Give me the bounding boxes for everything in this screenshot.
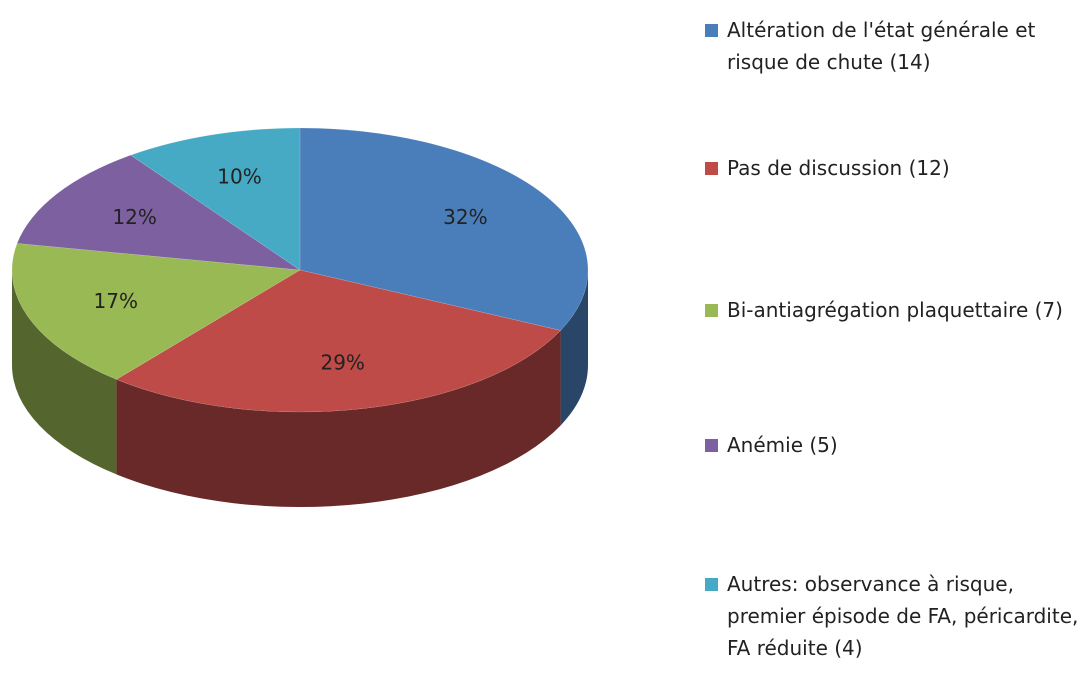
legend-label: Bi-antiagrégation plaquettaire (7): [727, 298, 1063, 322]
legend-swatch: [705, 439, 718, 452]
slice: [16, 154, 301, 271]
legend-swatch: [705, 304, 718, 317]
legend-item: Bi-antiagrégation plaquettaire (7): [705, 294, 1085, 326]
data-label: 12%: [112, 205, 156, 229]
slice-side: [116, 330, 561, 507]
legend-swatch: [705, 24, 718, 37]
slice: [299, 127, 589, 331]
slice-side: [11, 270, 117, 475]
legend-item: Altération de l'état générale et risque …: [705, 14, 1085, 78]
data-label: 29%: [320, 351, 364, 375]
data-label: 17%: [94, 289, 138, 313]
slice: [130, 127, 301, 271]
legend-label: Autres: observance à risque, premier épi…: [727, 572, 1079, 660]
legend-swatch: [705, 162, 718, 175]
legend-label: Pas de discussion (12): [727, 156, 950, 180]
legend-label: Altération de l'état générale et risque …: [727, 18, 1036, 74]
chart: 32% 29% 17% 12% 10%: [11, 127, 589, 507]
data-label: 10%: [217, 165, 261, 189]
legend-swatch: [705, 578, 718, 591]
legend-item: Anémie (5): [705, 429, 1085, 461]
legend-item: Pas de discussion (12): [705, 152, 1085, 184]
slice: [115, 269, 562, 413]
data-label: 32%: [443, 205, 487, 229]
legend-label: Anémie (5): [727, 433, 838, 457]
slice-side: [560, 270, 588, 426]
legend-item: Autres: observance à risque, premier épi…: [705, 568, 1085, 664]
slice: [11, 243, 301, 380]
